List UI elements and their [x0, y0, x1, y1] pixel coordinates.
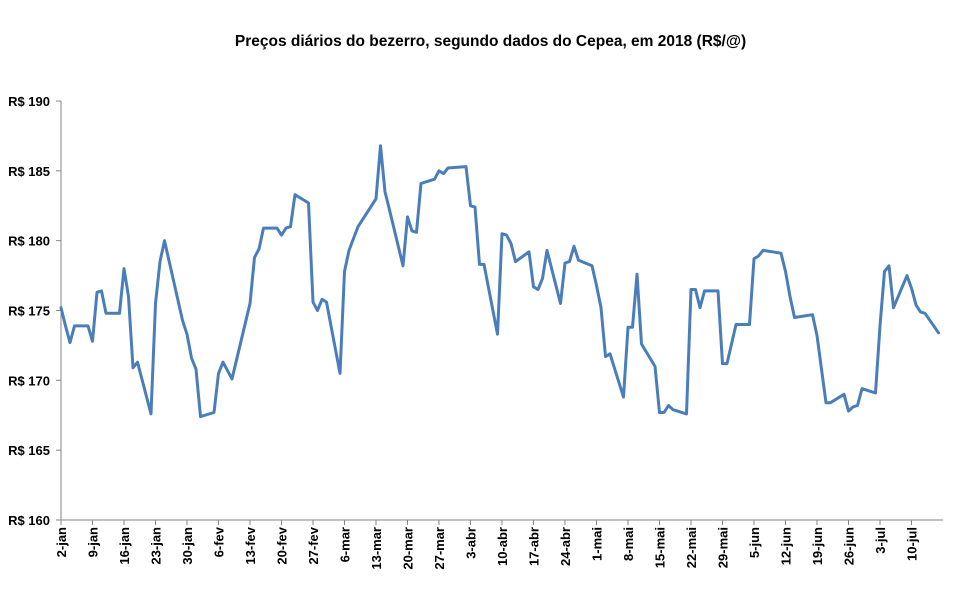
- x-tick-label: 10-jul: [905, 527, 920, 561]
- x-axis: 2-jan 9-jan 16-jan 23-jan 30-jan 6-fev 13-fev 2…: [54, 519, 943, 570]
- chart-title: Preços diários do bezerro, segundo dados…: [234, 33, 747, 50]
- x-tick-label: 10-abr: [495, 527, 510, 566]
- x-tick-label: 13-mar: [369, 527, 384, 570]
- series-line: [59, 144, 940, 419]
- y-tick-label: R$ 190: [8, 94, 50, 109]
- x-tick-label: 20-fev: [275, 526, 290, 564]
- series-layer: [59, 144, 940, 419]
- y-tick-label: R$ 180: [8, 234, 50, 249]
- x-tick-label: 15-mai: [653, 527, 668, 568]
- y-tick-label: R$ 185: [8, 164, 50, 179]
- x-tick-label: 2-jan: [54, 527, 69, 557]
- x-tick-label: 30-jan: [180, 527, 195, 565]
- x-tick-label: 1-mai: [590, 527, 605, 561]
- x-tick-label: 22-mai: [684, 527, 699, 568]
- x-tick-label: 3-abr: [464, 527, 479, 559]
- y-tick-label: R$ 165: [8, 443, 50, 458]
- x-tick-label: 19-jun: [810, 527, 825, 565]
- y-tick-label: R$ 175: [8, 304, 50, 319]
- x-tick-label: 27-mar: [432, 527, 447, 570]
- x-tick-label: 12-jun: [779, 527, 794, 565]
- x-tick-label: 16-jan: [117, 527, 132, 565]
- x-tick-label: 6-mar: [338, 527, 353, 562]
- x-tick-label: 23-jan: [149, 527, 164, 565]
- y-tick-label: R$ 160: [8, 513, 50, 528]
- x-tick-label: 9-jan: [86, 527, 101, 557]
- x-tick-label: 6-fev: [212, 526, 227, 557]
- x-tick-label: 27-fev: [306, 526, 321, 564]
- x-tick-label: 5-jun: [747, 527, 762, 558]
- x-tick-label: 29-mai: [716, 527, 731, 568]
- x-tick-label: 3-jul: [873, 527, 888, 554]
- x-tick-label: 24-abr: [558, 527, 573, 566]
- y-tick-label: R$ 170: [8, 373, 50, 388]
- x-tick-label: 8-mai: [621, 527, 636, 561]
- y-axis: R$ 160 R$ 165 R$ 170 R$ 175 R$ 180 R$ 185 R$ 1…: [8, 94, 62, 528]
- x-tick-label: 13-fev: [243, 526, 258, 564]
- x-tick-label: 26-jun: [842, 527, 857, 565]
- x-tick-label: 17-abr: [527, 527, 542, 566]
- x-tick-label: 20-mar: [401, 527, 416, 570]
